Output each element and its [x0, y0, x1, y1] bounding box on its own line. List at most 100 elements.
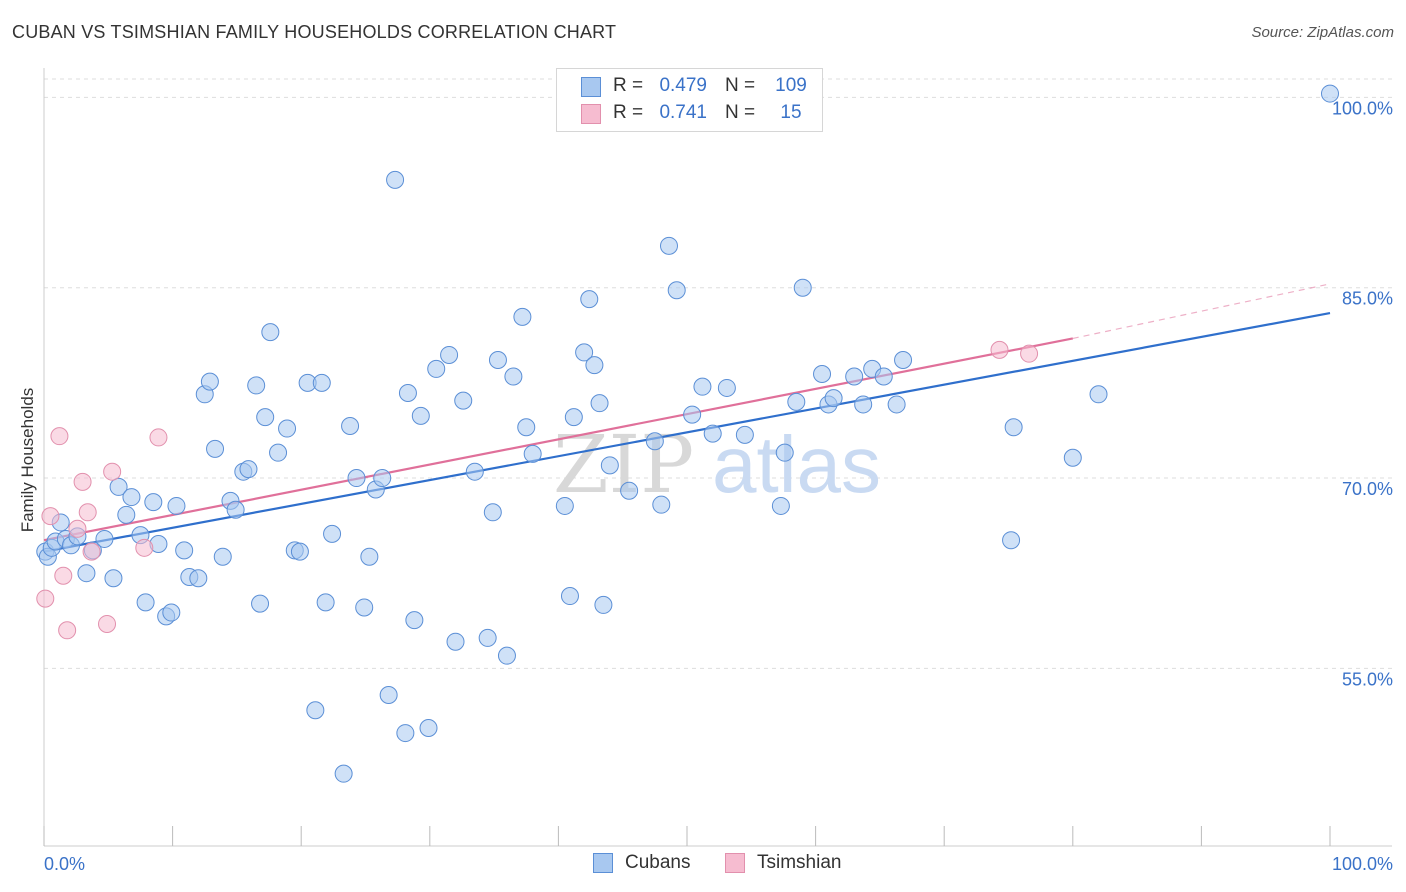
cubans-point — [405, 611, 424, 630]
cubans-point — [355, 598, 374, 617]
cubans-point — [703, 424, 722, 443]
cubans-point — [497, 646, 516, 665]
y-axis-label: Family Households — [18, 387, 37, 533]
y-tick-label: 100.0% — [1332, 98, 1393, 118]
cubans-point — [398, 384, 417, 403]
cubans-point — [373, 469, 392, 488]
tsimshian-points — [36, 340, 1039, 640]
cubans-point — [1002, 531, 1021, 550]
cubans-point — [560, 587, 579, 606]
cubans-point — [465, 462, 484, 481]
cubans-point — [693, 377, 712, 396]
cubans-point — [824, 389, 843, 408]
tsimshian-swatch — [581, 104, 601, 124]
cubans-point — [396, 724, 415, 743]
cubans-point — [247, 376, 266, 395]
cubans-point — [488, 351, 507, 370]
cubans-point — [440, 345, 459, 364]
cubans-point — [290, 542, 309, 561]
cubans-point — [590, 394, 609, 413]
tsimshian-point — [135, 538, 154, 557]
cubans-point — [787, 392, 806, 411]
cubans-point — [167, 496, 186, 515]
cubans-point — [162, 603, 181, 622]
cubans-point — [620, 481, 639, 500]
y-tick-label: 85.0% — [1342, 289, 1393, 309]
cubans-point — [189, 569, 208, 588]
cubans-point — [645, 432, 664, 451]
cubans-point — [256, 408, 275, 427]
cubans-point — [347, 469, 366, 488]
cubans-r-value: 0.479 — [659, 75, 707, 96]
tsimshian-point — [54, 566, 73, 585]
tsimshian-n-value: 15 — [780, 102, 802, 123]
cubans-point — [104, 569, 123, 588]
cubans-swatch — [581, 77, 601, 97]
cubans-point — [1321, 84, 1339, 103]
r-label: R = — [613, 75, 644, 96]
cubans-point — [513, 307, 532, 326]
cubans-point — [555, 496, 574, 515]
cubans-point — [771, 496, 790, 515]
cubans-point — [446, 632, 465, 651]
tsimshian-point — [990, 340, 1009, 359]
cubans-point — [845, 367, 864, 386]
chart-title: CUBAN VS TSIMSHIAN FAMILY HOUSEHOLDS COR… — [12, 22, 617, 42]
cubans-point — [144, 493, 163, 512]
cubans-point — [504, 367, 523, 386]
cubans-point — [659, 236, 678, 255]
cubans-point — [1063, 448, 1082, 467]
tsimshian-point — [82, 542, 101, 561]
tsimshian-swatch — [725, 853, 745, 873]
cubans-point — [411, 406, 430, 425]
cubans-point — [226, 500, 245, 519]
cubans-point — [360, 547, 379, 566]
cubans-n-value: 109 — [775, 75, 807, 96]
cubans-point — [564, 408, 583, 427]
x-tick-label-max: 100.0% — [1332, 854, 1393, 874]
cubans-point — [454, 391, 473, 410]
x-tick-label-min: 0.0% — [44, 854, 85, 874]
cubans-point — [312, 373, 331, 392]
cubans-point — [1004, 418, 1023, 437]
cubans-point — [213, 547, 232, 566]
cubans-point — [306, 701, 325, 720]
tsimshian-point — [36, 589, 55, 608]
cubans-point — [594, 595, 613, 614]
cubans-point — [77, 564, 96, 583]
n-label: N = — [725, 102, 756, 123]
tsimshian-trend-line — [43, 337, 1074, 542]
cubans-swatch — [593, 853, 613, 873]
r-label: R = — [613, 102, 644, 123]
cubans-point — [683, 405, 702, 424]
cubans-point — [278, 419, 297, 438]
cubans-point — [575, 343, 594, 362]
cubans-point — [206, 439, 225, 458]
tsimshian-point — [1020, 344, 1039, 363]
cubans-point — [323, 524, 342, 543]
tsimshian-point — [98, 614, 117, 633]
tsimshian-legend-label: Tsimshian — [757, 852, 842, 873]
cubans-point — [483, 503, 502, 522]
tsimshian-point — [41, 507, 60, 526]
y-tick-label: 70.0% — [1342, 479, 1393, 499]
cubans-point — [775, 443, 794, 462]
cubans-point — [854, 395, 873, 414]
cubans-point — [600, 456, 619, 475]
cubans-point — [735, 425, 754, 444]
cubans-point — [122, 488, 141, 507]
stats-legend: R = 0.479 N = 109 R = 0.741 N = 15 — [556, 68, 823, 132]
cubans-point — [175, 541, 194, 560]
n-label: N = — [725, 75, 756, 96]
axes-layer — [43, 68, 1392, 847]
cubans-point — [894, 351, 913, 370]
cubans-point — [580, 290, 599, 309]
tsimshian-r-value: 0.741 — [659, 102, 707, 123]
cubans-point — [316, 593, 335, 612]
cubans-point — [386, 170, 405, 189]
cubans-point — [419, 718, 438, 737]
cubans-point — [341, 417, 360, 436]
tsimshian-point — [149, 428, 168, 447]
cubans-point — [379, 686, 398, 705]
